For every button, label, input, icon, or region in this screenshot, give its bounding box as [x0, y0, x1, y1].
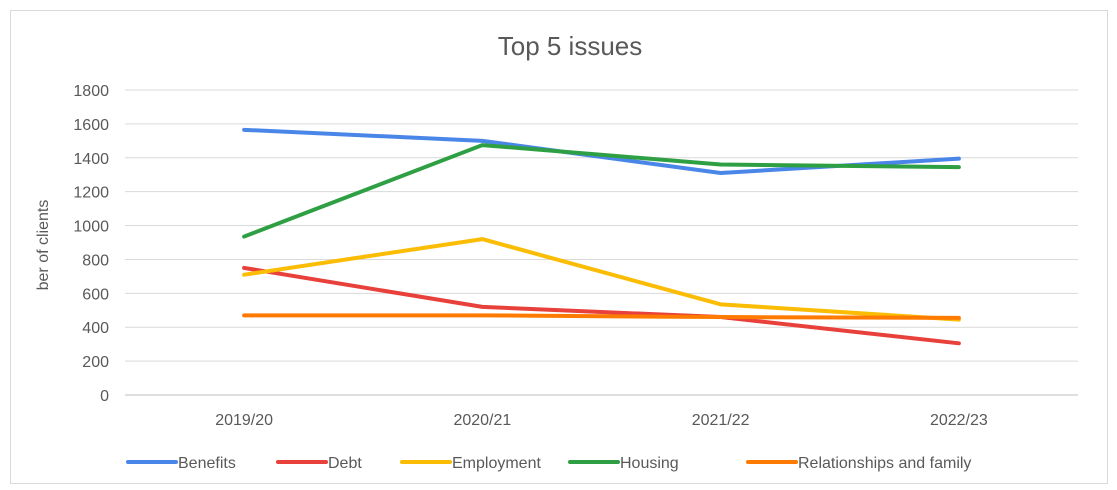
- y-tick-label: 1400: [73, 151, 109, 168]
- series-line-employment: [242, 237, 961, 322]
- x-tick-label: 2021/22: [692, 412, 750, 429]
- y-tick-label: 400: [82, 320, 109, 337]
- legend: Benefits Debt Employment Housing Relationshi…: [126, 455, 971, 472]
- y-tick-label: 1000: [73, 219, 109, 236]
- legend-label-employment: Employment: [452, 455, 541, 472]
- x-tick-label: 2020/21: [453, 412, 511, 429]
- y-tick-label: 600: [82, 286, 109, 303]
- series-line-housing: [242, 143, 961, 239]
- x-axis-ticks: 2019/20 2020/21 2021/22 2022/23: [215, 412, 988, 429]
- series-line-relationships-and-family: [242, 313, 961, 320]
- y-tick-label: 1600: [73, 117, 109, 134]
- gridlines: [125, 89, 1078, 396]
- y-tick-label: 1200: [73, 185, 109, 202]
- x-tick-label: 2019/20: [215, 412, 273, 429]
- y-axis-ticks: 0 200 400 600 800 1000 1200 1400 1600 1800: [73, 83, 109, 405]
- y-tick-label: 1800: [73, 83, 109, 100]
- series-line-debt: [242, 265, 961, 346]
- y-tick-label: 0: [100, 388, 109, 405]
- y-tick-label: 200: [82, 354, 109, 371]
- legend-label-housing: Housing: [620, 455, 679, 472]
- y-tick-label: 800: [82, 252, 109, 269]
- legend-label-benefits: Benefits: [178, 455, 236, 472]
- chart-title: Top 5 issues: [498, 31, 643, 61]
- x-tick-label: 2022/23: [930, 412, 988, 429]
- series-lines: [242, 127, 961, 346]
- y-axis-label: ber of clients: [35, 200, 52, 291]
- chart-frame: [10, 10, 1108, 484]
- legend-label-relationships-and-family: Relationships and family: [798, 455, 971, 472]
- legend-label-debt: Debt: [328, 455, 362, 472]
